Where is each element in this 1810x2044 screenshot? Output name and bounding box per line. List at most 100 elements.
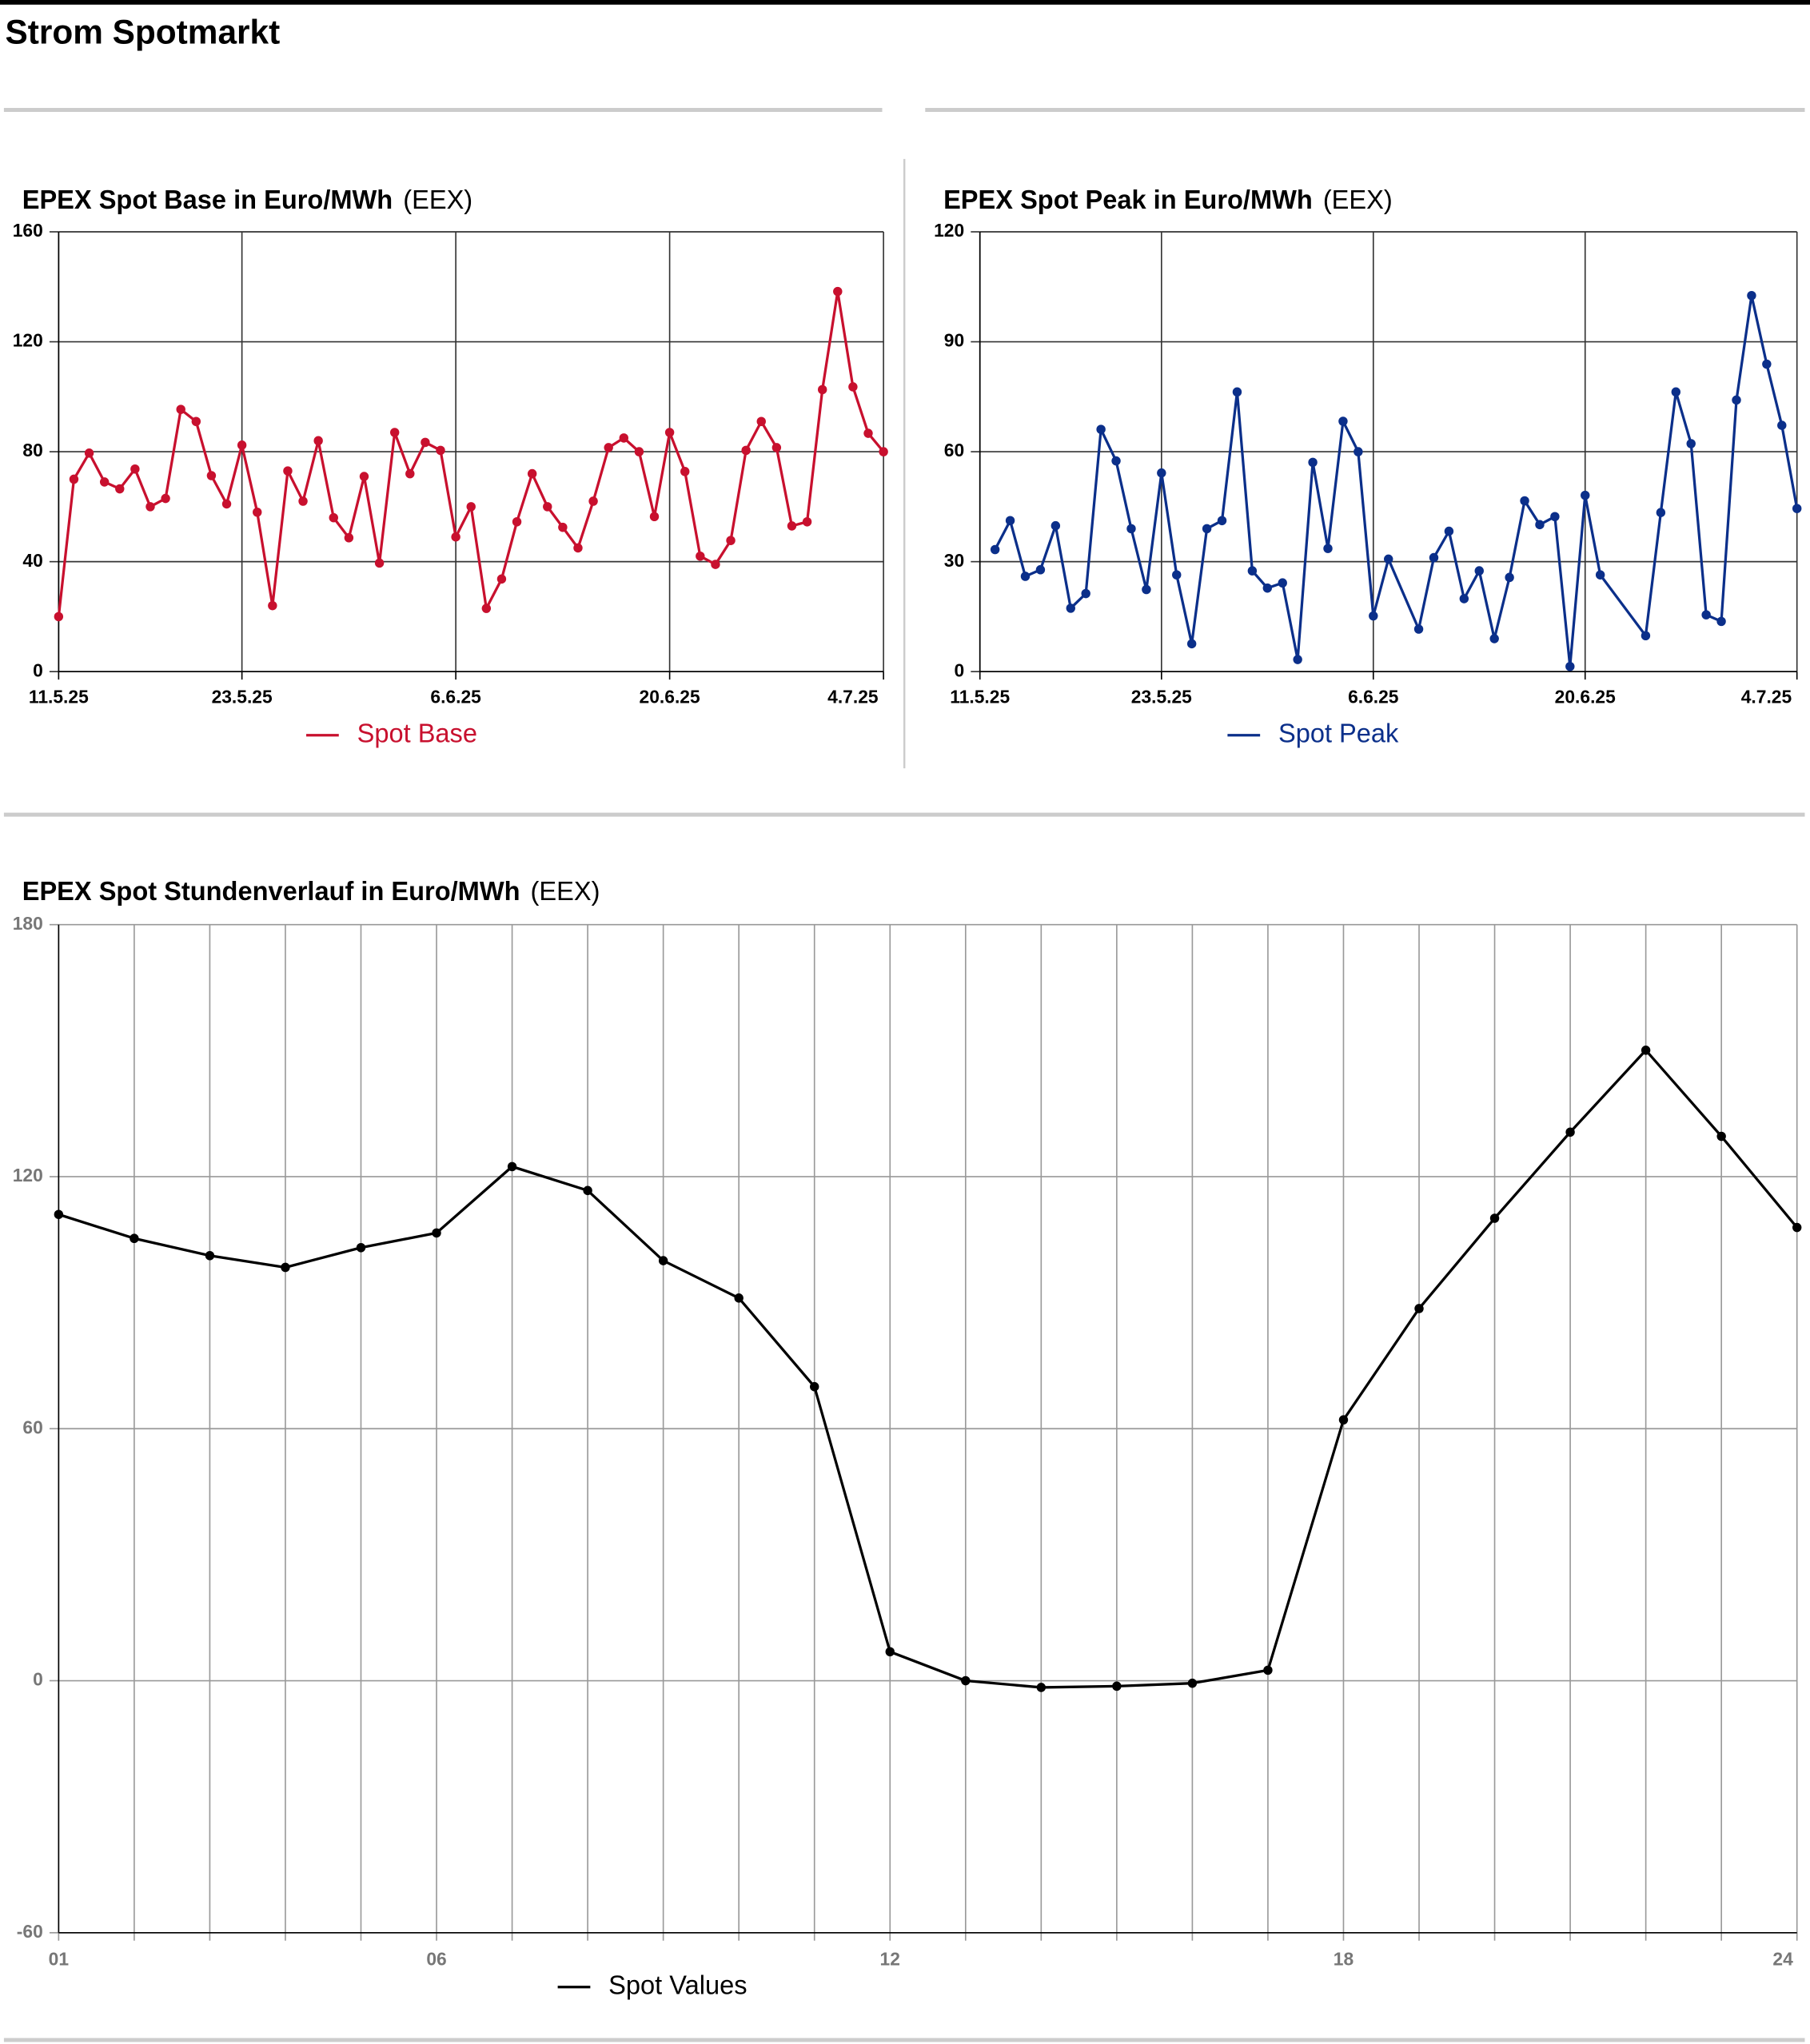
point [879,447,888,456]
point [253,507,262,517]
y-tick-label: 120 [13,330,43,351]
point [1505,572,1514,583]
point [130,464,140,474]
point [161,493,170,504]
point [1172,570,1182,580]
point [268,600,277,611]
point [543,502,552,512]
chart-title: EPEX Spot Stundenverlauf in Euro/MWh (EEX… [22,875,600,905]
point [756,416,766,427]
series-line [994,294,1799,668]
point [810,1381,819,1392]
point [1641,631,1651,641]
point [817,384,827,395]
y-tick-label: 80 [22,440,42,460]
point [1535,520,1545,530]
point [1413,624,1424,634]
y-tick-label: 60 [22,1416,42,1437]
point [421,437,430,448]
point [1005,516,1015,526]
legend-label: Spot Values [608,1970,747,1999]
chart-title-main: EPEX Spot Peak in Euro/MWh [943,184,1313,213]
point [54,1209,64,1220]
y-tick-label: 180 [13,913,43,934]
point [1112,1681,1122,1691]
point [787,521,797,531]
y-tick-label: 0 [954,659,964,680]
point [1323,544,1333,553]
chart-source: (EEX) [531,875,600,905]
point [1263,1665,1273,1675]
point [1308,457,1318,468]
point [1187,1678,1198,1688]
x-tick-label: 4.7.25 [827,686,879,707]
point [1732,395,1741,405]
point [734,1293,744,1303]
x-tick-label: 6.6.25 [430,686,481,707]
x-tick-label: 06 [426,1949,446,1970]
chart-source: (EEX) [1323,184,1393,213]
point [1701,610,1711,620]
y-tick-label: 30 [944,550,964,571]
point [1232,387,1242,397]
point [298,496,308,506]
point [84,448,94,458]
y-tick-label: 40 [22,550,42,571]
y-tick-label: 120 [934,220,964,241]
chart-title: EPEX Spot Peak in Euro/MWh (EEX) [943,184,1393,213]
top-border [0,0,1810,5]
x-tick-label: 4.7.25 [1741,686,1792,707]
point [1716,1131,1726,1142]
point [146,502,155,512]
point [329,512,338,523]
point [1111,456,1121,466]
point [191,416,201,427]
point [1035,564,1046,575]
point [1384,554,1393,564]
point [1429,552,1439,563]
point [1595,570,1605,580]
point [1474,566,1484,576]
point [1081,588,1090,599]
point [206,471,217,480]
point [696,551,705,561]
point [1338,1415,1349,1425]
page-title: Strom Spotmarkt [6,13,281,51]
point [1550,512,1560,522]
point [1202,524,1212,534]
point [1792,504,1802,513]
point [237,440,247,450]
point [1656,508,1666,517]
point [1459,594,1469,604]
point [1247,566,1258,576]
chart-source: (EEX) [403,184,472,213]
point [1777,420,1787,430]
point [527,468,537,479]
point [1217,516,1227,526]
point [1262,583,1273,593]
point [1565,1127,1575,1138]
point [1414,1304,1424,1313]
series-line [57,289,885,617]
y-tick-label: 0 [33,659,43,680]
point [680,467,690,476]
point [1686,439,1696,448]
point [863,428,873,438]
point [507,1161,517,1172]
point [405,468,415,479]
point [711,560,720,569]
point [451,532,460,542]
point [1489,1213,1500,1223]
point [1036,1683,1047,1692]
series-line [58,1049,1798,1689]
point [1369,611,1378,621]
point [1792,1222,1802,1233]
x-tick-label: 24 [1772,1949,1793,1970]
point [1762,359,1772,369]
y-tick-label: 90 [944,330,964,351]
point [1565,661,1575,671]
chart-title: EPEX Spot Base in Euro/MWh (EEX) [22,184,472,213]
point [1581,490,1590,500]
y-tick-label: 120 [13,1165,43,1185]
